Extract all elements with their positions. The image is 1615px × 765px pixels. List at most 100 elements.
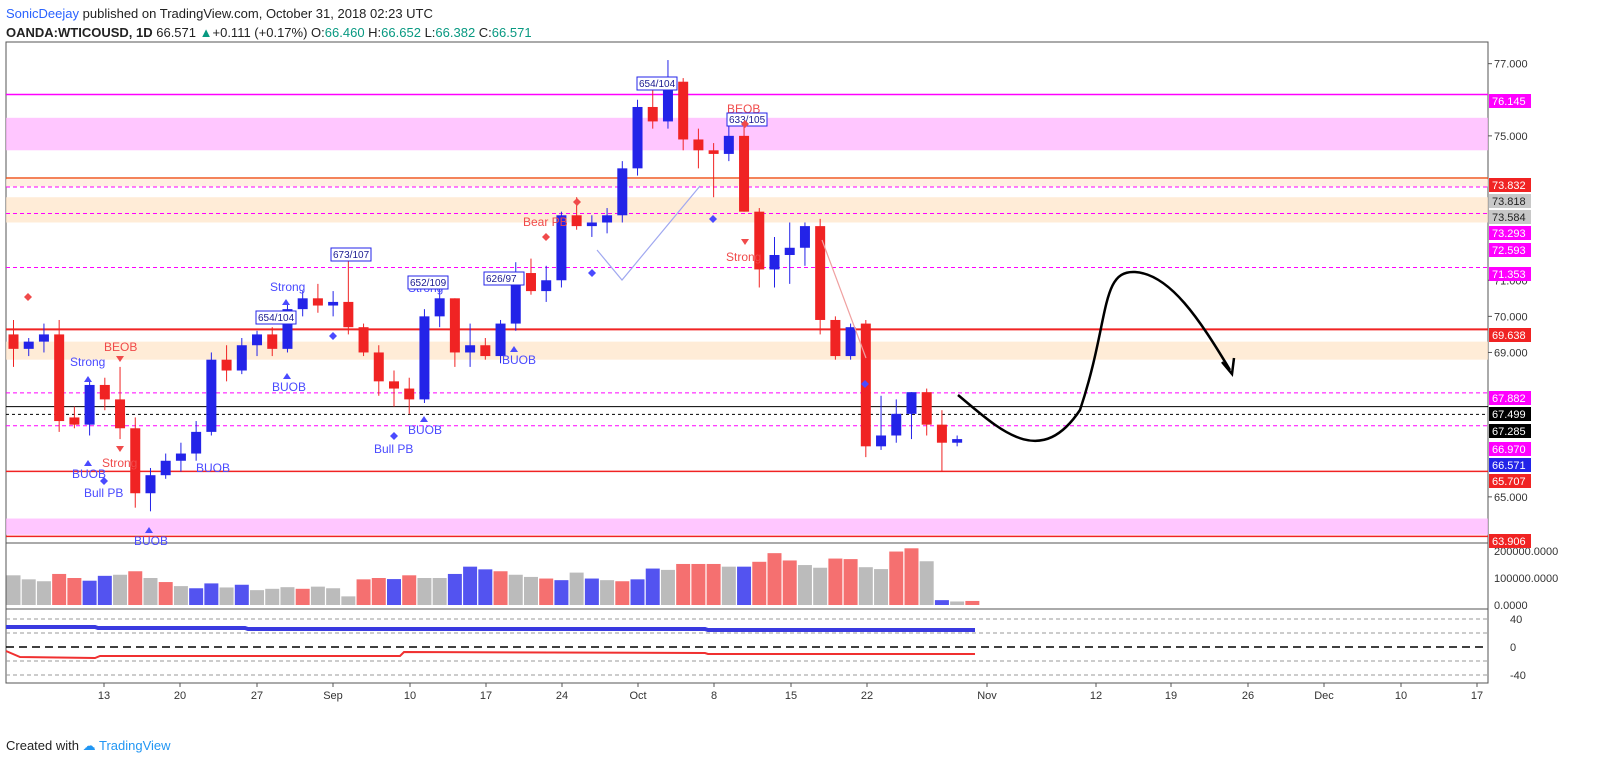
swing-point-label: 652/109 [410, 278, 447, 289]
volume-tick-label: 100000.0000 [1494, 573, 1558, 585]
volume-bar [21, 579, 36, 605]
x-tick-label: 10 [404, 690, 416, 702]
volume-bar [310, 586, 325, 605]
volume-bar [326, 588, 341, 605]
candle-body [693, 139, 704, 151]
candle-body [221, 359, 232, 371]
x-tick-label: 15 [785, 690, 797, 702]
price-axis-label-bg [1489, 474, 1531, 488]
price-axis-label: 63.906 [1492, 536, 1526, 548]
volume-bar [965, 600, 980, 605]
price-axis-label: 76.145 [1492, 96, 1526, 108]
volume-bar [539, 578, 554, 605]
high-label: H: [368, 25, 382, 40]
signal-diamond-icon [861, 380, 869, 388]
trend-line [821, 239, 867, 359]
volume-bar [204, 583, 219, 605]
low-label: L: [424, 25, 436, 40]
volume-bar [128, 571, 143, 605]
pattern-annotation: Strong [270, 280, 305, 294]
close-label: C: [478, 25, 492, 40]
author-link[interactable]: SonicDeejay [6, 6, 79, 21]
price-axis-label: 67.499 [1492, 409, 1526, 421]
price-axis-label-bg [1489, 407, 1531, 421]
candle-body [130, 428, 141, 494]
swing-point-label: 633/105 [729, 115, 766, 126]
candle-body [556, 215, 567, 281]
candle-body [206, 359, 217, 432]
publish-line: SonicDeejay published on TradingView.com… [6, 4, 532, 23]
volume-bar [189, 588, 204, 605]
x-tick-label: 27 [251, 690, 263, 702]
x-tick-label: Sep [323, 690, 343, 702]
candle-body [419, 316, 430, 400]
price-axis-label-bg [1489, 210, 1531, 224]
pattern-annotation: Bear PB [523, 215, 568, 229]
signal-diamond-icon [573, 198, 581, 206]
volume-bar [295, 588, 310, 605]
volume-bar [158, 582, 173, 605]
candle-body [297, 298, 308, 310]
volume-bar [889, 551, 904, 605]
volume-bar [813, 567, 828, 605]
pattern-annotation: Strong [70, 355, 105, 369]
x-tick-label: 20 [174, 690, 186, 702]
up-triangle-icon: ▲ [199, 25, 213, 40]
candle-body [586, 222, 597, 227]
candle-body [541, 280, 552, 292]
y-tick-label: 75.000 [1494, 131, 1528, 143]
y-tick-label: 77.000 [1494, 59, 1528, 71]
supply-demand-zone [6, 518, 1488, 535]
volume-bar [463, 566, 478, 605]
candle-body [23, 341, 34, 349]
candle-body [678, 81, 689, 140]
volume-bar [67, 578, 82, 605]
price-axis-label: 66.571 [1492, 460, 1526, 472]
candle-body [8, 334, 19, 349]
price-axis-label-bg [1489, 94, 1531, 108]
volume-bar [478, 569, 493, 605]
candle-body [525, 273, 536, 292]
forecast-arrow-icon [1221, 357, 1236, 378]
y-tick-label: 65.000 [1494, 492, 1528, 504]
candle-body [891, 413, 902, 436]
signal-diamond-icon [542, 233, 550, 241]
x-tick-label: Nov [977, 690, 997, 702]
volume-bar [97, 575, 112, 605]
pattern-annotation: BUOB [408, 423, 442, 437]
swing-point-label: 654/104 [258, 313, 295, 324]
volume-bar [554, 580, 569, 605]
x-tick-label: 22 [861, 690, 873, 702]
volume-bar [432, 578, 447, 605]
swing-point-label: 654/104 [639, 79, 676, 90]
candle-body [723, 135, 734, 154]
candle-body [799, 226, 810, 248]
volume-bar [387, 579, 401, 605]
signal-diamond-icon [741, 120, 749, 128]
candle-body [449, 298, 460, 353]
candle-body [282, 309, 293, 349]
tradingview-link[interactable]: TradingView [99, 738, 171, 753]
volume-bar [371, 578, 386, 605]
volume-bar [782, 560, 797, 605]
pattern-annotation: BUOB [196, 461, 230, 475]
x-tick-label: 13 [98, 690, 110, 702]
candle-body [632, 106, 643, 169]
volume-bar [508, 574, 523, 605]
price-change: +0.111 (+0.17%) [212, 25, 308, 40]
x-tick-label: Dec [1314, 690, 1334, 702]
pattern-annotation: BUOB [272, 380, 306, 394]
candle-body [936, 424, 947, 443]
pattern-annotation: Strong [102, 456, 137, 470]
candle-body [906, 392, 917, 414]
buy-arrow-icon [420, 416, 428, 422]
sell-arrow-icon [116, 356, 124, 362]
price-axis-label-bg [1489, 194, 1531, 208]
x-tick-label: 24 [556, 690, 568, 702]
volume-bar [417, 578, 432, 605]
candle-body [312, 298, 323, 306]
candle-body [358, 327, 369, 353]
price-axis-label-bg [1489, 391, 1531, 405]
buy-arrow-icon [84, 460, 92, 466]
